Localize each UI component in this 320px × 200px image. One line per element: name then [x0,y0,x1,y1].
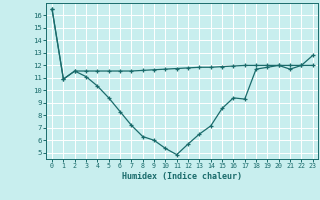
X-axis label: Humidex (Indice chaleur): Humidex (Indice chaleur) [123,172,243,181]
